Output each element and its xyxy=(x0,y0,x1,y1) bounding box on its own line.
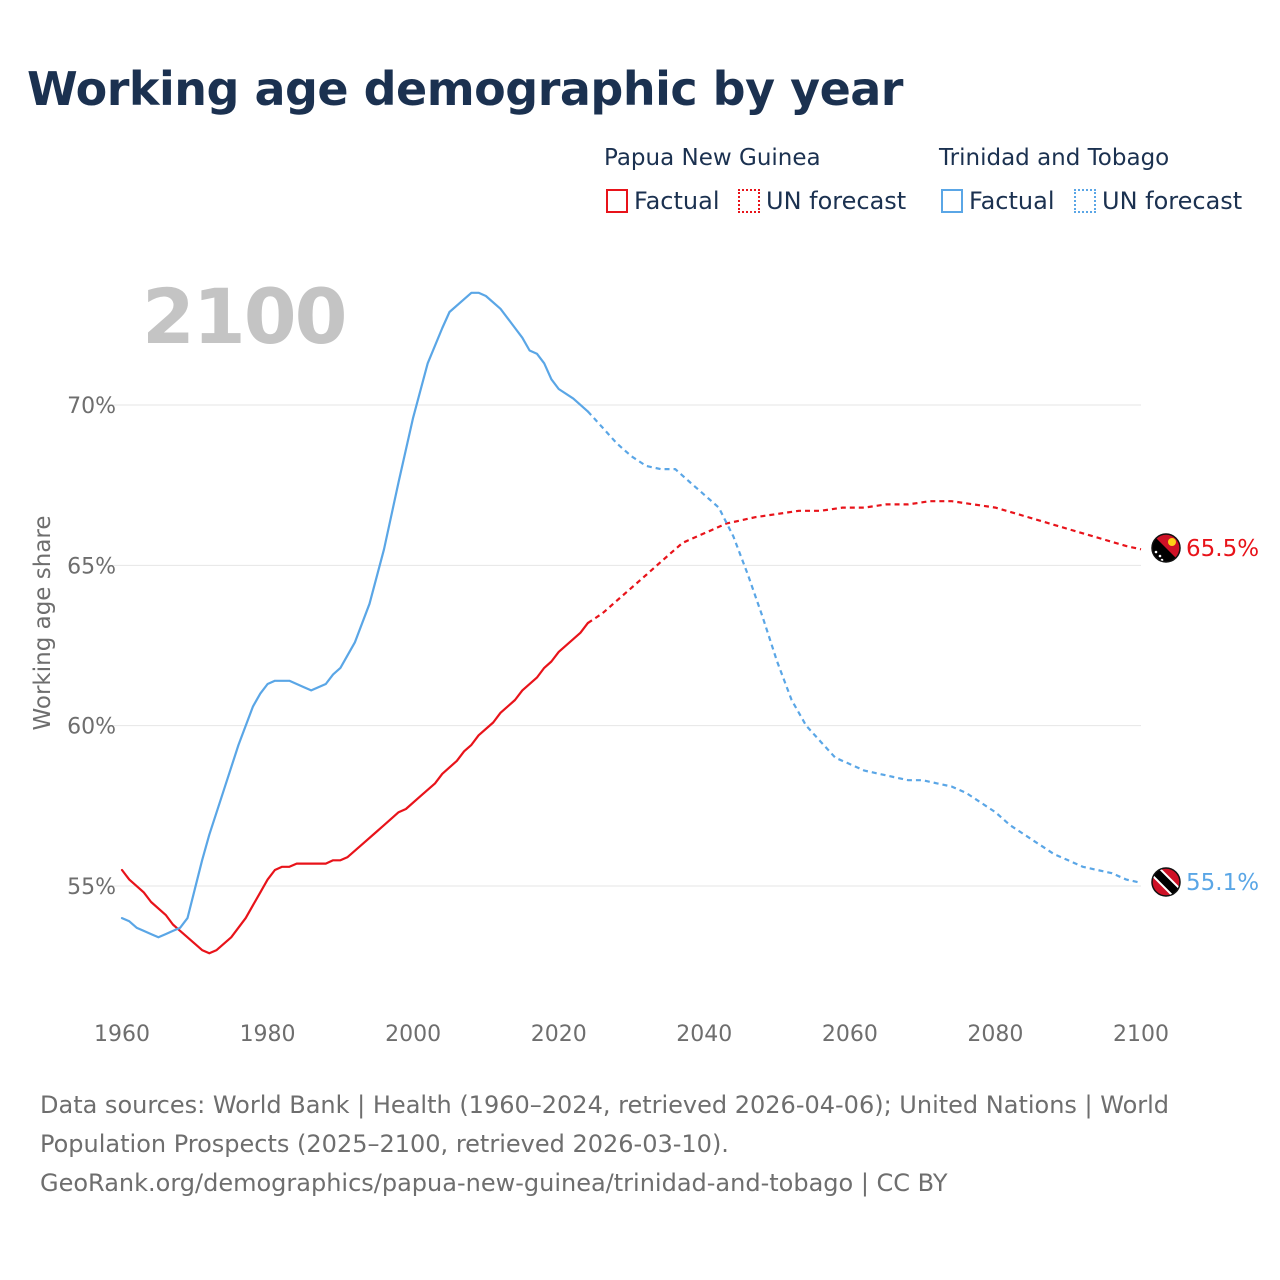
end-label-trinidad-and-tobago: 55.1% xyxy=(1186,870,1259,896)
series-line-forecast-papua-new-guinea[interactable] xyxy=(587,500,1142,625)
end-label-papua-new-guinea: 65.5% xyxy=(1186,536,1259,562)
legend-item-tt-forecast[interactable]: UN forecast xyxy=(1074,186,1242,216)
legend-label: UN forecast xyxy=(1102,187,1243,215)
legend-label: UN forecast xyxy=(766,187,907,215)
x-tick-label: 2080 xyxy=(967,1022,1023,1047)
x-tick-label: 2000 xyxy=(385,1022,441,1047)
papua-new-guinea-flag xyxy=(1151,533,1181,563)
x-tick-label: 2020 xyxy=(531,1022,587,1047)
legend-label: Factual xyxy=(969,187,1055,215)
y-axis-label: Working age share xyxy=(30,515,56,730)
legend-label: Factual xyxy=(634,187,720,215)
line-chart: 2100 55% 60% 65% 70% 1960 1980 2000 2020 2040 20… xyxy=(30,272,1259,1047)
y-axis-ticks: 55% 60% 65% 70% xyxy=(67,394,116,900)
year-watermark: 2100 xyxy=(142,272,346,361)
legend-group-trinidad-and-tobago: Trinidad and Tobago xyxy=(939,145,1170,171)
series-line-factual-trinidad-and-tobago[interactable] xyxy=(120,291,589,939)
legend-swatch-solid-blue xyxy=(941,189,963,213)
y-tick-label: 70% xyxy=(67,394,116,419)
footer-attribution[interactable]: GeoRank.org/demographics/papua-new-guine… xyxy=(40,1169,948,1197)
x-tick-label: 2100 xyxy=(1113,1022,1169,1047)
y-tick-label: 55% xyxy=(67,875,116,900)
legend-swatch-dotted-red xyxy=(738,189,760,213)
legend-item-png-factual[interactable]: Factual xyxy=(606,186,720,216)
x-tick-label: 1980 xyxy=(240,1022,296,1047)
y-tick-label: 65% xyxy=(67,554,116,579)
legend-swatch-dotted-blue xyxy=(1074,189,1096,213)
footer: Data sources: World Bank | Health (1960–… xyxy=(40,1086,1240,1203)
x-tick-label: 2040 xyxy=(676,1022,732,1047)
legend-swatch-solid-red xyxy=(606,189,628,213)
trinidad-and-tobago-flag xyxy=(1151,867,1181,897)
x-tick-label: 2060 xyxy=(822,1022,878,1047)
series-line-forecast-trinidad-and-tobago[interactable] xyxy=(586,410,1142,884)
legend-item-png-forecast[interactable]: UN forecast xyxy=(738,186,906,216)
x-tick-label: 1960 xyxy=(94,1022,150,1047)
legend-group-papua-new-guinea: Papua New Guinea xyxy=(604,145,821,171)
series-layer xyxy=(120,291,1142,955)
grid-lines xyxy=(100,404,1141,887)
series-line-factual-papua-new-guinea[interactable] xyxy=(120,622,589,955)
footer-sources-line-1: Data sources: World Bank | Health (1960–… xyxy=(40,1091,1170,1119)
legend-item-tt-factual[interactable]: Factual xyxy=(941,186,1055,216)
footer-sources-line-2: Population Prospects (2025–2100, retriev… xyxy=(40,1130,729,1158)
x-axis-ticks: 1960 1980 2000 2020 2040 2060 2080 2100 xyxy=(94,1022,1169,1047)
y-tick-label: 60% xyxy=(67,715,116,740)
chart-title: Working age demographic by year xyxy=(27,62,904,116)
